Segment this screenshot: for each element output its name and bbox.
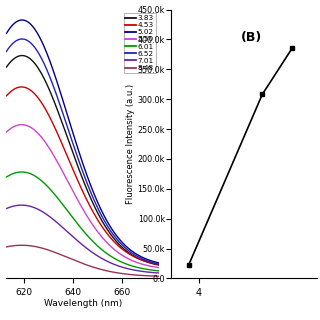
Y-axis label: Fluorescence Intensity (a.u.): Fluorescence Intensity (a.u.)	[126, 84, 135, 204]
X-axis label: Wavelength (nm): Wavelength (nm)	[44, 299, 122, 308]
Text: (B): (B)	[241, 31, 262, 44]
Legend: 3.83, 4.53, 5.02, 5.50, 6.01, 6.52, 7.01, 8.48: 3.83, 4.53, 5.02, 5.50, 6.01, 6.52, 7.01…	[124, 13, 156, 73]
